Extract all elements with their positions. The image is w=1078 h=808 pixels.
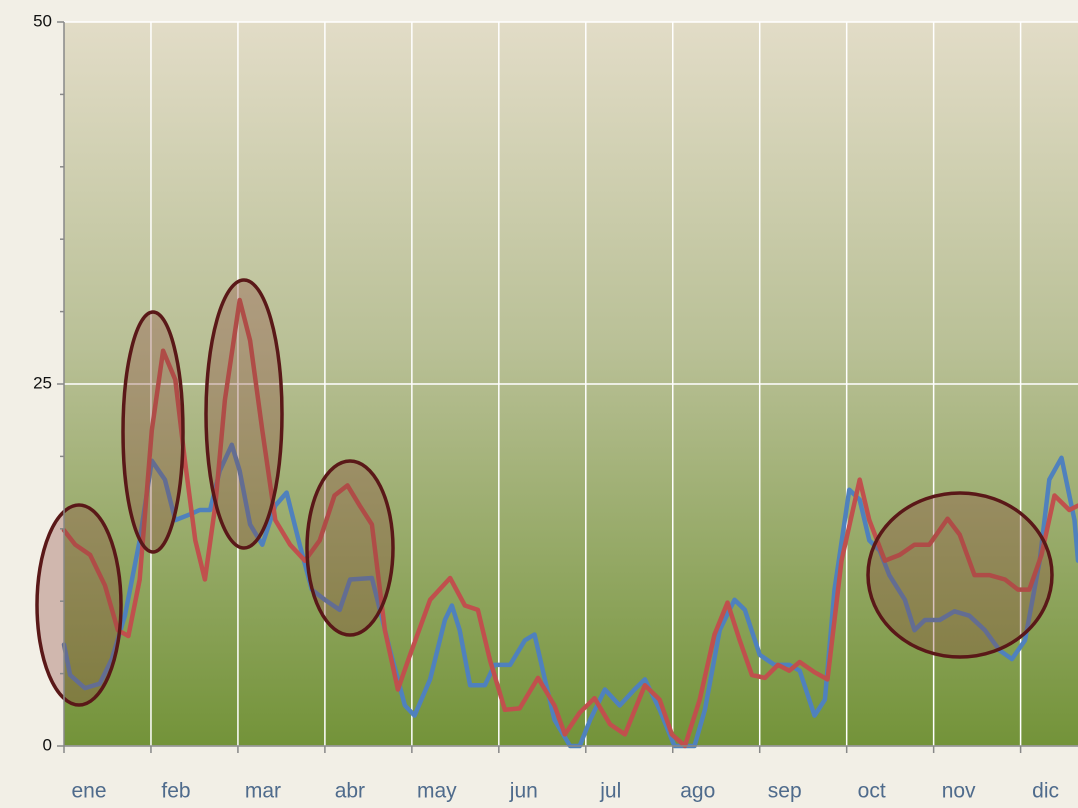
grid xyxy=(64,21,1078,747)
x-tick-label: jun xyxy=(509,780,538,803)
x-tick-label: may xyxy=(417,780,457,803)
highlight-ellipse xyxy=(121,310,185,554)
y-tick-label: 50 xyxy=(33,11,52,30)
lines xyxy=(61,297,1078,749)
highlight-ellipse xyxy=(866,491,1054,659)
highlight-ellipse xyxy=(35,503,123,707)
x-tick-label: oct xyxy=(858,780,886,803)
x-tick-label: jul xyxy=(599,780,621,803)
y-tick-label: 0 xyxy=(43,735,52,754)
axes: 0 25 50 ene feb mar abr may jun jul ago sep oct nov di… xyxy=(33,11,1078,803)
highlight-ellipse xyxy=(204,278,284,550)
x-tick-label: ene xyxy=(71,780,106,803)
x-tick-label: feb xyxy=(161,780,190,803)
x-tick-label: abr xyxy=(335,780,365,803)
x-tick-label: sep xyxy=(768,780,802,803)
series-line xyxy=(61,297,1078,749)
x-tick-label: nov xyxy=(942,780,976,803)
x-tick-label: ago xyxy=(680,780,715,803)
x-tick-label: mar xyxy=(245,780,281,803)
highlight-ellipse xyxy=(305,459,395,637)
y-tick-label: 25 xyxy=(33,373,52,392)
x-tick-label: dic xyxy=(1032,780,1059,803)
highlights xyxy=(35,278,1054,707)
